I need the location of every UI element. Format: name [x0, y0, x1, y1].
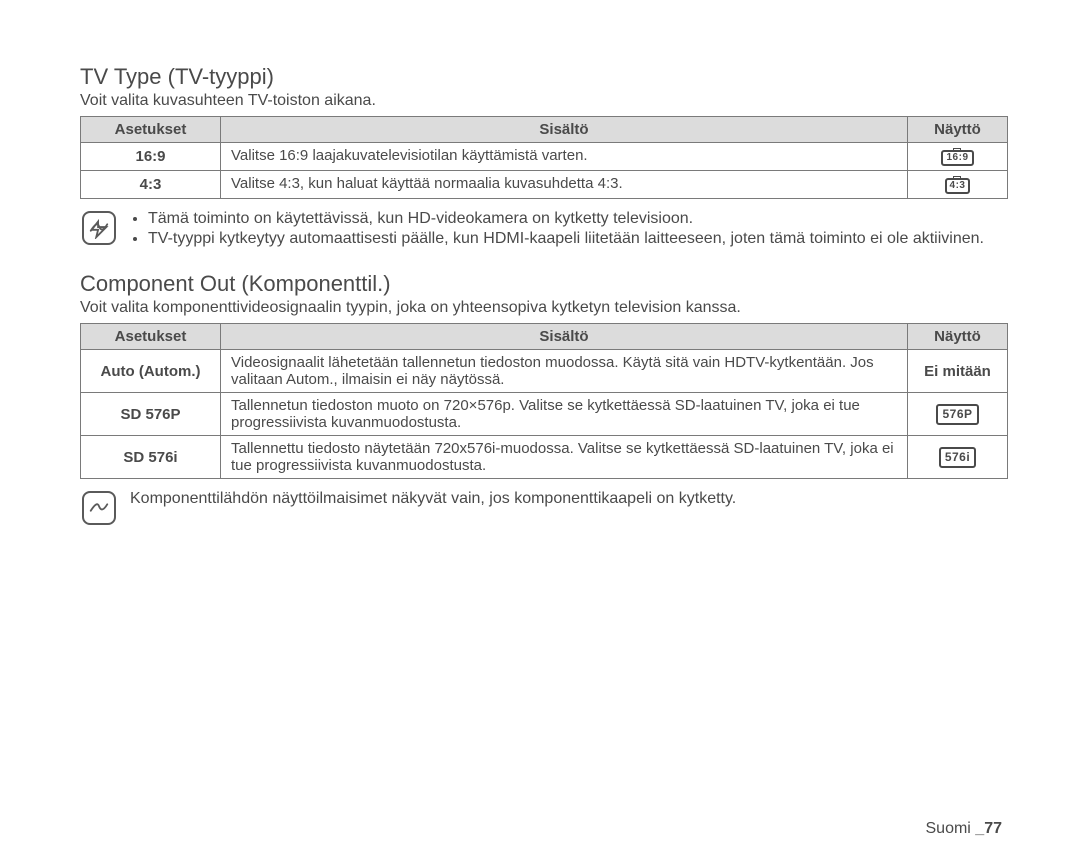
cell-setting: 16:9	[81, 143, 221, 171]
cell-setting: SD 576i	[81, 436, 221, 479]
aspect-badge-icon: 16:9	[941, 150, 973, 166]
cell-display: 576i	[908, 436, 1008, 479]
th-display: Näyttö	[908, 324, 1008, 350]
th-setting: Asetukset	[81, 117, 221, 143]
cell-content-span: Videosignaalit lähetetään tallennetun ti…	[231, 354, 874, 388]
note-item: TV-tyyppi kytkeytyy automaattisesti pääl…	[148, 229, 984, 249]
note-item: Tämä toiminto on käytettävissä, kun HD-v…	[148, 209, 984, 229]
cell-content: Valitse 4:3, kun haluat käyttää normaali…	[221, 171, 908, 199]
table-header-row: Asetukset Sisältö Näyttö	[81, 117, 1008, 143]
th-display: Näyttö	[908, 117, 1008, 143]
th-content: Sisältö	[221, 117, 908, 143]
aspect-badge-icon: 4:3	[945, 178, 971, 194]
cell-content: Tallennettu tiedosto näytetään 720x576i-…	[221, 436, 908, 479]
cell-display: 4:3	[908, 171, 1008, 199]
section2-title: Component Out (Komponenttil.)	[80, 271, 1008, 297]
table-row: 4:3 Valitse 4:3, kun haluat käyttää norm…	[81, 171, 1008, 199]
note-block: Tämä toiminto on käytettävissä, kun HD-v…	[82, 209, 1008, 249]
table-row: SD 576P Tallennetun tiedoston muoto on 7…	[81, 393, 1008, 436]
resolution-badge-icon: 576P	[936, 404, 978, 425]
cell-content: Valitse 16:9 laajakuvatelevisiotilan käy…	[221, 143, 908, 171]
cell-content: Videosignaalit lähetetään tallennetun ti…	[221, 350, 908, 393]
cell-setting: SD 576P	[81, 393, 221, 436]
table-header-row: Asetukset Sisältö Näyttö	[81, 324, 1008, 350]
cell-display: 576P	[908, 393, 1008, 436]
page-content: TV Type (TV-tyyppi) Voit valita kuvasuht…	[0, 0, 1080, 525]
note-text: Tämä toiminto on käytettävissä, kun HD-v…	[130, 209, 984, 249]
resolution-badge-icon: 576i	[939, 447, 976, 468]
section1-title: TV Type (TV-tyyppi)	[80, 64, 1008, 90]
cell-setting: Auto (Autom.)	[81, 350, 221, 393]
page-footer: Suomi _77	[926, 820, 1003, 838]
cell-content: Tallennetun tiedoston muoto on 720×576p.…	[221, 393, 908, 436]
section2-subtitle: Voit valita komponenttivideosignaalin ty…	[80, 299, 1008, 317]
note-icon	[82, 491, 116, 525]
cell-setting: 4:3	[81, 171, 221, 199]
th-setting: Asetukset	[81, 324, 221, 350]
table-row: Auto (Autom.) Videosignaalit lähetetään …	[81, 350, 1008, 393]
note-block: Komponenttilähdön näyttöilmaisimet näkyv…	[82, 489, 1008, 525]
section1-subtitle: Voit valita kuvasuhteen TV-toiston aikan…	[80, 92, 1008, 110]
note-text: Komponenttilähdön näyttöilmaisimet näkyv…	[130, 489, 736, 509]
table-row: SD 576i Tallennettu tiedosto näytetään 7…	[81, 436, 1008, 479]
cell-display: 16:9	[908, 143, 1008, 171]
table-row: 16:9 Valitse 16:9 laajakuvatelevisiotila…	[81, 143, 1008, 171]
component-out-table: Asetukset Sisältö Näyttö Auto (Autom.) V…	[80, 323, 1008, 479]
th-content: Sisältö	[221, 324, 908, 350]
note-icon	[82, 211, 116, 245]
footer-lang: Suomi	[926, 820, 976, 837]
tv-type-table: Asetukset Sisältö Näyttö 16:9 Valitse 16…	[80, 116, 1008, 199]
cell-display: Ei mitään	[908, 350, 1008, 393]
footer-page-number: _77	[975, 820, 1002, 837]
